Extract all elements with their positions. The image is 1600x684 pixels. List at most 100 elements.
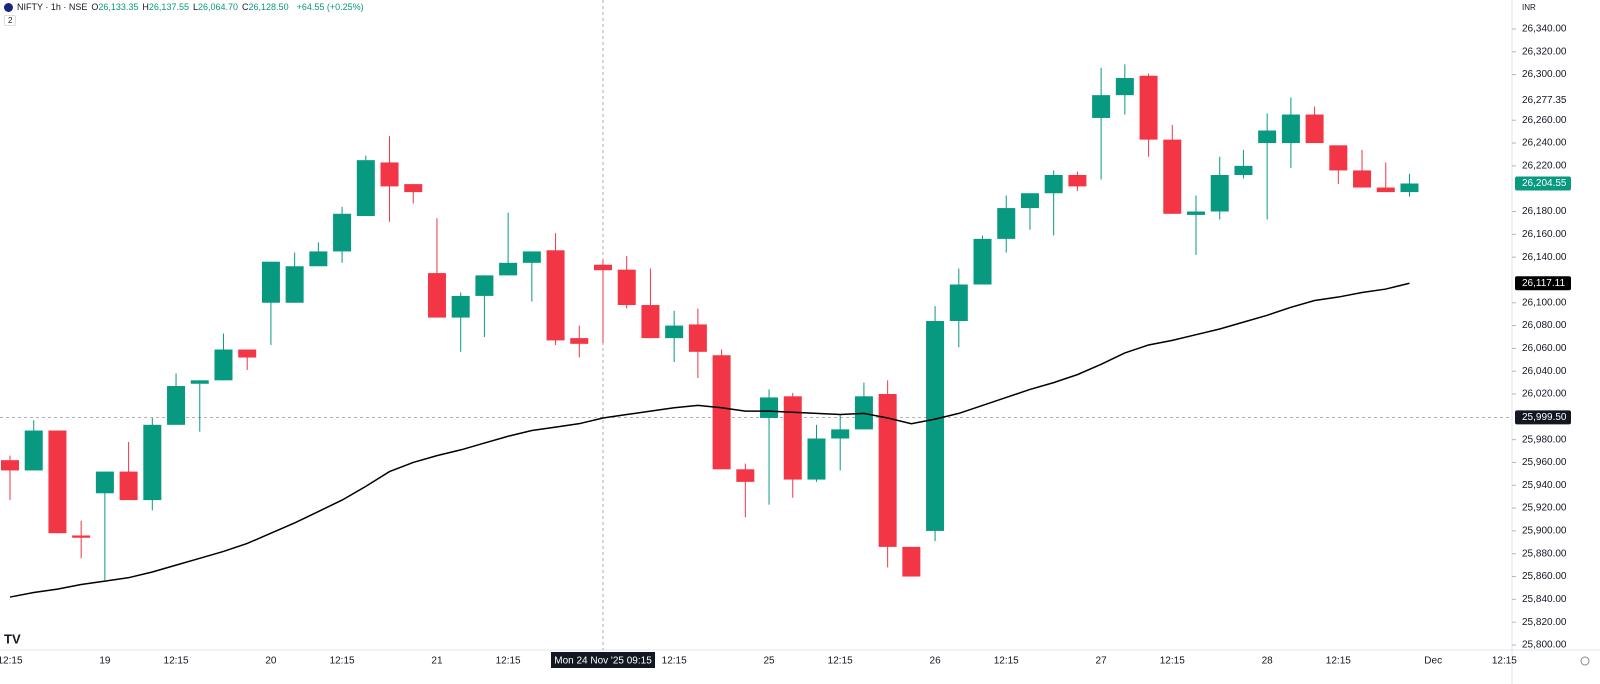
y-tick-label: 26,180.00 (1522, 206, 1567, 217)
candle-body (1353, 170, 1372, 188)
candle-body (214, 349, 233, 381)
candle-body (95, 471, 114, 494)
candle-body (665, 325, 684, 339)
y-tick-label: 25,840.00 (1522, 594, 1567, 605)
candle-body (499, 262, 518, 276)
y-tick-label: 26,060.00 (1522, 343, 1567, 354)
y-tick-label: 26,260.00 (1522, 115, 1567, 126)
logo: TV (4, 631, 21, 646)
price-tag (1515, 93, 1571, 108)
y-tick-label: 26,160.00 (1522, 229, 1567, 240)
symbol-logo (4, 2, 13, 12)
candle-body (238, 349, 257, 358)
candle-body (1305, 114, 1324, 144)
x-tick-label: 12:15 (1326, 656, 1351, 667)
ohlc-value: 26,128.50 (248, 2, 289, 12)
x-tick-label: 12:15 (828, 656, 853, 667)
crosshair-y-label: 25,999.50 (1522, 412, 1567, 423)
candle-body (1163, 139, 1182, 214)
candle-body (24, 430, 43, 471)
y-tick-label: 25,920.00 (1522, 503, 1567, 514)
ohlc-key: H (142, 2, 149, 12)
x-tick-label: Dec (1424, 656, 1442, 667)
candle-body (119, 471, 138, 501)
candle-body (641, 305, 660, 339)
candle-body (617, 269, 636, 306)
y-tick-label: 25,880.00 (1522, 548, 1567, 559)
ohlc-key: O (91, 2, 99, 12)
y-tick-label: 26,320.00 (1522, 46, 1567, 57)
x-tick-label: 28 (1262, 656, 1274, 667)
candle-body (167, 386, 186, 425)
x-tick-label: 19 (99, 656, 111, 667)
moving-average (9, 282, 1410, 598)
candle-body (949, 284, 968, 322)
y-tick-label: 25,800.00 (1522, 640, 1567, 651)
price-tag (1515, 176, 1571, 191)
y-tick-label: 26,140.00 (1522, 252, 1567, 263)
x-tick-label: 12:15 (0, 656, 23, 667)
currency: INR (1522, 3, 1536, 12)
ohlc-key: L (192, 2, 198, 12)
ohlc-value: 26,064.70 (197, 2, 239, 12)
candle-body (760, 397, 779, 418)
y-tick-label: 26,240.00 (1522, 138, 1567, 149)
candle-body (570, 338, 589, 344)
change: +64.55 (+0.25%) (296, 2, 364, 12)
ohlc-value: 26,137.55 (148, 2, 189, 12)
candle-body (1281, 114, 1300, 144)
y-tick-label: 26,080.00 (1522, 320, 1567, 331)
candle-body (1139, 75, 1158, 140)
crosshair-x-tag (551, 652, 655, 668)
candle-body (712, 355, 731, 470)
candle-body (688, 324, 707, 352)
candle-body (736, 469, 755, 482)
y-tick-label: 25,940.00 (1522, 480, 1567, 491)
candle-body (190, 380, 209, 384)
ohlc-value: 26,133.35 (98, 2, 139, 12)
candle-body (475, 275, 494, 296)
price-tag-label: 26,204.55 (1522, 178, 1567, 189)
candle-body (878, 394, 897, 547)
price-tag (1515, 276, 1571, 291)
x-tick-label: 20 (265, 656, 277, 667)
x-tick-label: 27 (1096, 656, 1108, 667)
price-tag-label: 26,117.11 (1522, 278, 1565, 289)
candle-body (1020, 193, 1039, 209)
candle-body (973, 238, 992, 285)
y-tick-label: 25,900.00 (1522, 526, 1567, 537)
candle-body (1376, 187, 1395, 193)
candle-body (1210, 174, 1229, 212)
ohlc-key: C (242, 2, 249, 12)
candle-body (831, 429, 850, 439)
settings-icon[interactable] (1580, 656, 1590, 666)
y-tick-label: 25,820.00 (1522, 617, 1567, 628)
candle-body (451, 295, 470, 318)
x-tick-label: 25 (763, 656, 775, 667)
y-tick-label: 26,020.00 (1522, 389, 1567, 400)
candle-body (356, 160, 375, 217)
candle-body (1092, 95, 1111, 118)
y-tick-label: 26,300.00 (1522, 69, 1567, 80)
candle-body (1258, 130, 1277, 144)
candle-body (926, 321, 945, 531)
candle-body (594, 264, 612, 271)
candle-body (1187, 211, 1205, 215)
indicator-count[interactable]: 2 (4, 15, 17, 26)
y-tick-label: 25,960.00 (1522, 457, 1567, 468)
x-tick-label: 12:15 (662, 656, 687, 667)
x-tick-label: 12:15 (994, 656, 1019, 667)
candle-body (546, 250, 565, 341)
y-tick-label: 25,860.00 (1522, 571, 1567, 582)
candle-body (309, 251, 328, 267)
x-tick-label: 26 (930, 656, 942, 667)
candle-body (1115, 78, 1134, 96)
candle-body (1400, 183, 1419, 193)
y-tick-label: 26,340.00 (1522, 24, 1567, 35)
crosshair-x-label: Mon 24 Nov '25 09:15 (554, 656, 652, 667)
candle-body (807, 438, 826, 480)
y-tick-label: 25,980.00 (1522, 434, 1567, 445)
candle-body (1068, 174, 1087, 187)
y-tick-label: 26,220.00 (1522, 161, 1567, 172)
